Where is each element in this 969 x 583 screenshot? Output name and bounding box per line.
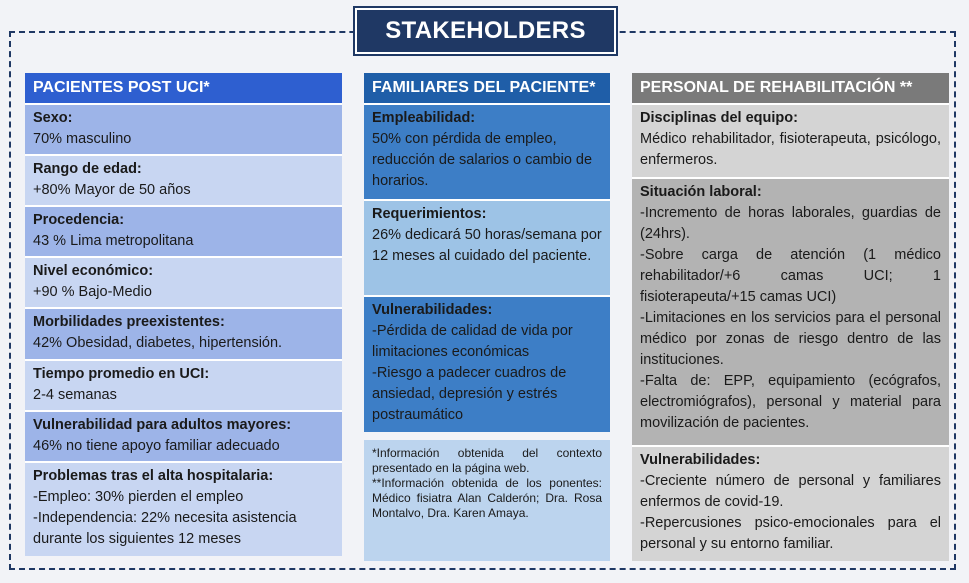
column-header-familiares: FAMILIARES DEL PACIENTE* [364, 73, 610, 103]
cell-label: Sexo: [33, 110, 73, 126]
cell-label: Procedencia: [33, 212, 125, 228]
info-cell-vulnerabilidades-personal: Vulnerabilidades: -Creciente número de p… [632, 445, 949, 561]
column-personal: PERSONAL DE REHABILITACIÓN ** Disciplina… [632, 73, 949, 561]
cell-label: Disciplinas del equipo: [640, 110, 798, 126]
info-cell-morbilidades: Morbilidades preexistentes: 42% Obesidad… [25, 307, 342, 359]
note-line: *Información obtenida del contexto prese… [372, 446, 602, 475]
cell-label: Requerimientos: [372, 206, 487, 222]
cell-text: 42% Obesidad, diabetes, hipertensión. [33, 335, 283, 351]
cell-label: Vulnerabilidades: [372, 302, 493, 318]
cell-text: 70% masculino [33, 131, 132, 147]
cell-line: -Riesgo a padecer cuadros de ansiedad, d… [372, 365, 567, 423]
cell-label: Tiempo promedio en UCI: [33, 366, 210, 382]
cell-line: -Incremento de horas laborales, guardias… [640, 205, 941, 242]
cell-text: Médico rehabilitador, fisioterapeuta, ps… [640, 131, 941, 168]
cell-text: 46% no tiene apoyo familiar adecuado [33, 438, 280, 454]
cell-text: 50% con pérdida de empleo, reducción de … [372, 131, 593, 189]
info-cell-empleabilidad: Empleabilidad: 50% con pérdida de empleo… [364, 103, 610, 199]
cell-line: -Pérdida de calidad de vida por limitaci… [372, 323, 573, 360]
info-cell-tiempo-uci: Tiempo promedio en UCI: 2-4 semanas [25, 359, 342, 410]
cell-text: 2-4 semanas [33, 387, 117, 403]
info-cell-procedencia: Procedencia: 43 % Lima metropolitana [25, 205, 342, 256]
column-pacientes: PACIENTES POST UCI* Sexo: 70% masculino … [25, 73, 342, 556]
cell-line: -Falta de: EPP, equipamiento (ecógrafos,… [640, 373, 941, 431]
info-cell-rango-edad: Rango de edad: +80% Mayor de 50 años [25, 154, 342, 205]
cell-line: -Empleo: 30% pierden el empleo [33, 489, 244, 505]
cell-text: 26% dedicará 50 horas/semana por 12 mese… [372, 227, 602, 264]
cell-label: Vulnerabilidades: [640, 452, 761, 468]
cell-line: -Repercusiones psico-emocionales para el… [640, 515, 941, 552]
cell-label: Vulnerabilidad para adultos mayores: [33, 417, 292, 433]
column-header-pacientes: PACIENTES POST UCI* [25, 73, 342, 103]
note-line: **Información obtenida de los ponentes: … [372, 476, 602, 520]
info-cell-requerimientos: Requerimientos: 26% dedicará 50 horas/se… [364, 199, 610, 295]
info-cell-situacion-laboral: Situación laboral: -Incremento de horas … [632, 177, 949, 445]
cell-line: -Sobre carga de atención (1 médico rehab… [640, 247, 941, 305]
info-cell-vulnerabilidad: Vulnerabilidad para adultos mayores: 46%… [25, 410, 342, 461]
column-familiares: FAMILIARES DEL PACIENTE* Empleabilidad: … [364, 73, 610, 561]
source-note: *Información obtenida del contexto prese… [364, 440, 610, 561]
cell-text: +80% Mayor de 50 años [33, 182, 191, 198]
cell-label: Nivel económico: [33, 263, 154, 279]
cell-label: Problemas tras el alta hospitalaria: [33, 468, 274, 484]
cell-label: Situación laboral: [640, 184, 762, 200]
page-title: STAKEHOLDERS [355, 8, 616, 54]
cell-text: 43 % Lima metropolitana [33, 233, 194, 249]
cell-line: -Creciente número de personal y familiar… [640, 473, 941, 510]
info-cell-sexo: Sexo: 70% masculino [25, 103, 342, 154]
cell-line: -Limitaciones en los servicios para el p… [640, 310, 941, 368]
info-cell-vulnerabilidades-familia: Vulnerabilidades: -Pérdida de calidad de… [364, 295, 610, 432]
info-cell-problemas-alta: Problemas tras el alta hospitalaria: -Em… [25, 461, 342, 556]
info-cell-disciplinas: Disciplinas del equipo: Médico rehabilit… [632, 103, 949, 177]
column-header-personal: PERSONAL DE REHABILITACIÓN ** [632, 73, 949, 103]
info-cell-nivel-economico: Nivel económico: +90 % Bajo-Medio [25, 256, 342, 307]
cell-label: Empleabilidad: [372, 110, 476, 126]
cell-text: +90 % Bajo-Medio [33, 284, 152, 300]
cell-label: Rango de edad: [33, 161, 142, 177]
cell-line: -Independencia: 22% necesita asistencia … [33, 510, 297, 547]
cell-label: Morbilidades preexistentes: [33, 314, 225, 330]
